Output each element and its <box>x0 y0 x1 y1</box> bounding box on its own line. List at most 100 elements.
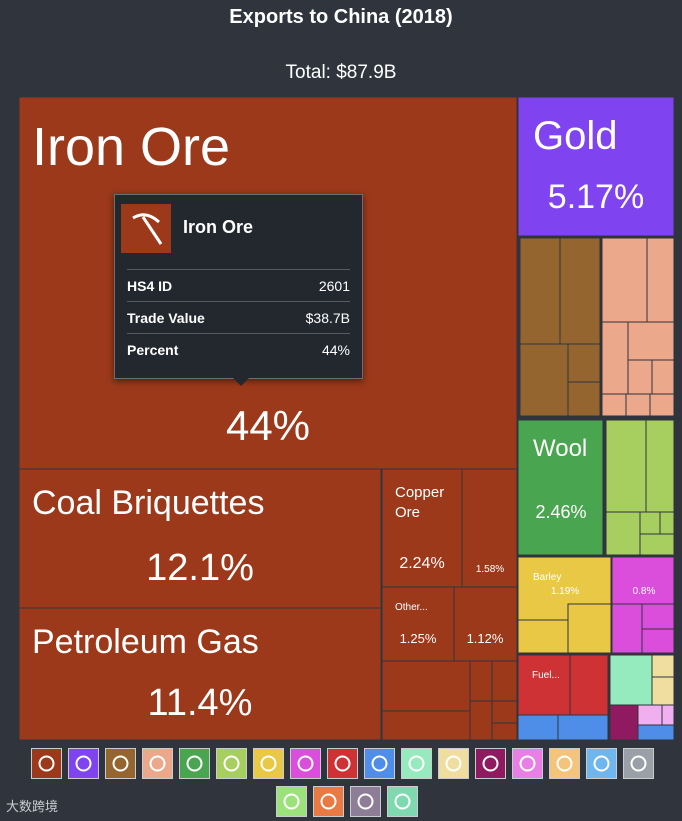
recycle-icon[interactable] <box>512 748 543 779</box>
pickaxe-icon[interactable] <box>31 748 62 779</box>
treemap-cell[interactable] <box>605 419 647 513</box>
treemap-cell[interactable] <box>491 660 518 702</box>
treemap-cell[interactable] <box>491 700 518 724</box>
treemap-cell[interactable] <box>609 704 639 741</box>
treemap-tile-other[interactable] <box>381 586 455 662</box>
treemap-cell[interactable] <box>517 714 559 741</box>
tile-label: Iron Ore <box>32 117 230 177</box>
treemap-cell[interactable] <box>469 660 493 702</box>
treemap-tile-copper-ore[interactable] <box>381 468 463 588</box>
treemap-cell[interactable] <box>611 603 643 654</box>
treemap-cell[interactable] <box>627 359 653 395</box>
tile-label: Petroleum Gas <box>32 623 259 661</box>
anvil-icon[interactable] <box>105 748 136 779</box>
treemap-cell[interactable] <box>645 419 675 513</box>
treemap-cell[interactable] <box>601 321 629 395</box>
treemap-cell[interactable] <box>639 511 661 535</box>
treemap-cell[interactable] <box>641 603 675 630</box>
treemap-cell[interactable] <box>559 237 601 345</box>
treemap-cell[interactable] <box>651 676 675 706</box>
paper-icon[interactable] <box>438 748 469 779</box>
treemap-cell[interactable] <box>519 343 569 417</box>
tile-share: 1.58% <box>476 564 504 575</box>
shirt-icon[interactable] <box>179 748 210 779</box>
treemap-cell[interactable] <box>519 237 561 345</box>
tile-share: 5.17% <box>548 178 644 216</box>
treemap-cell[interactable] <box>491 722 518 741</box>
treemap-tile-item-6[interactable] <box>461 468 518 588</box>
tooltip-key: Percent <box>127 342 179 358</box>
cow-icon[interactable] <box>142 748 173 779</box>
treemap-cell[interactable] <box>381 710 471 741</box>
gear-icon[interactable] <box>364 748 395 779</box>
treemap-tile-coal-briquettes[interactable] <box>18 468 382 609</box>
stone-icon[interactable] <box>313 786 344 817</box>
tile-share: 2.46% <box>535 502 586 522</box>
diamond-icon[interactable] <box>68 748 99 779</box>
box-icon[interactable] <box>623 748 654 779</box>
treemap-cell[interactable] <box>567 603 612 654</box>
treemap-cell[interactable] <box>381 660 471 712</box>
tooltip-row-trade-value: Trade Value $38.7B <box>127 301 350 334</box>
treemap-cell[interactable] <box>625 393 651 417</box>
pickaxe-icon <box>132 213 163 245</box>
tile-label: Wool <box>533 435 587 462</box>
treemap-cell[interactable] <box>557 714 609 741</box>
treemap-cell[interactable] <box>469 700 493 741</box>
tile-label: Other... <box>395 602 428 613</box>
tile-share: 1.12% <box>467 631 504 646</box>
treemap-tile-gold[interactable] <box>517 96 675 237</box>
tooltip-row-hs4: HS4 ID 2601 <box>127 269 350 302</box>
treemap-cell[interactable] <box>567 381 601 417</box>
treemap-cell[interactable] <box>609 654 653 706</box>
treemap-cell[interactable] <box>517 619 569 654</box>
tile-label: Copper <box>395 484 444 501</box>
treemap-cell[interactable] <box>651 654 675 678</box>
tile-label: Ore <box>395 504 420 521</box>
gauge-icon[interactable] <box>475 748 506 779</box>
tooltip-value: $38.7B <box>305 310 350 326</box>
tile-label: Gold <box>533 114 618 158</box>
orange-icon[interactable] <box>253 748 284 779</box>
flask-icon[interactable] <box>290 748 321 779</box>
treemap-tile-wool[interactable] <box>517 419 604 556</box>
bottle-icon[interactable] <box>549 748 580 779</box>
tooltip: Iron Ore HS4 ID 2601 Trade Value $38.7B … <box>114 194 363 386</box>
ammo-icon[interactable] <box>387 786 418 817</box>
treemap-cell[interactable] <box>651 359 675 395</box>
treemap-cell[interactable] <box>601 237 648 323</box>
easel-icon[interactable] <box>350 786 381 817</box>
treemap[interactable]: Iron Ore 44% Coal Briquettes 12.1% Petroleum… <box>0 0 682 745</box>
tube-icon[interactable] <box>327 748 358 779</box>
treemap-cell[interactable] <box>601 393 627 417</box>
hide-icon[interactable] <box>401 748 432 779</box>
treemap-cell[interactable] <box>649 393 675 417</box>
treemap-cell[interactable] <box>627 321 675 361</box>
treemap-cell[interactable] <box>605 511 641 556</box>
treemap-cell[interactable] <box>659 511 675 535</box>
tile-label: Coal Briquettes <box>32 484 264 522</box>
treemap-tile-petroleum-gas[interactable] <box>18 607 382 741</box>
wheat-icon[interactable] <box>216 748 247 779</box>
tile-share: 11.4% <box>148 682 253 724</box>
treemap-cell[interactable] <box>639 533 675 556</box>
treemap-cell[interactable] <box>569 654 609 716</box>
treemap-tile-item-8[interactable] <box>453 586 518 662</box>
treemap-cell[interactable] <box>641 628 675 654</box>
brand-watermark: 大数跨境 <box>6 799 59 814</box>
treemap-cell[interactable] <box>646 237 675 323</box>
tile-label: Fuel... <box>532 670 560 681</box>
tile-share: 1.25% <box>400 631 437 646</box>
shoe-icon[interactable] <box>276 786 307 817</box>
treemap-cell[interactable] <box>661 704 675 726</box>
tooltip-title: Iron Ore <box>183 217 254 237</box>
chart-title: Exports to China (2018) <box>229 6 453 28</box>
treemap-cell[interactable] <box>637 724 675 741</box>
treemap-cell[interactable] <box>637 704 663 726</box>
road-icon[interactable] <box>586 748 617 779</box>
treemap-cell[interactable] <box>567 343 601 383</box>
tile-share: 0.8% <box>633 586 656 597</box>
tooltip-key: HS4 ID <box>127 278 173 294</box>
tile-label: Barley <box>533 572 561 583</box>
tooltip-row-percent: Percent 44% <box>127 333 350 366</box>
